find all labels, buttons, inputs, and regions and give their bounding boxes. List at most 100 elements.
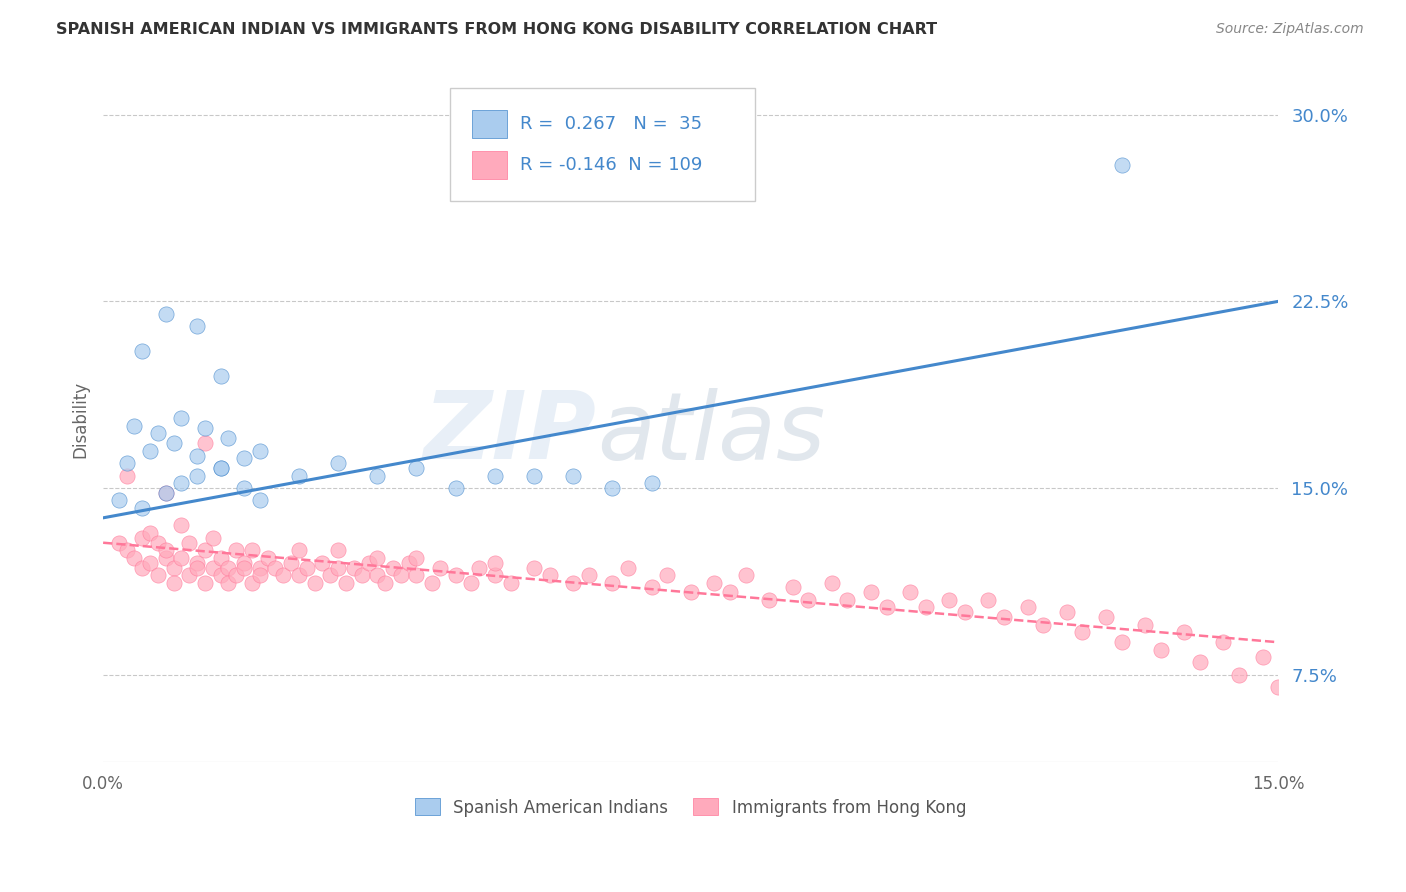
- Point: [837, 593, 859, 607]
- Point: [162, 436, 184, 450]
- Point: [233, 481, 256, 495]
- Point: [993, 610, 1015, 624]
- Point: [179, 535, 201, 549]
- Point: [115, 543, 138, 558]
- Point: [249, 443, 271, 458]
- Point: [1188, 655, 1211, 669]
- Point: [186, 319, 208, 334]
- Point: [366, 550, 388, 565]
- Point: [499, 575, 522, 590]
- Point: [131, 560, 153, 574]
- Point: [389, 568, 412, 582]
- Point: [218, 575, 240, 590]
- Point: [758, 593, 780, 607]
- Point: [131, 500, 153, 515]
- Point: [1227, 667, 1250, 681]
- Point: [523, 468, 546, 483]
- Point: [288, 468, 311, 483]
- Point: [295, 560, 318, 574]
- Point: [366, 568, 388, 582]
- Point: [179, 568, 201, 582]
- Point: [249, 568, 271, 582]
- Point: [233, 451, 256, 466]
- Point: [1173, 625, 1195, 640]
- Point: [131, 531, 153, 545]
- Point: [194, 421, 217, 435]
- Point: [170, 550, 193, 565]
- Point: [718, 585, 741, 599]
- Point: [225, 568, 247, 582]
- Text: Source: ZipAtlas.com: Source: ZipAtlas.com: [1216, 22, 1364, 37]
- Point: [602, 481, 624, 495]
- Point: [256, 550, 278, 565]
- Point: [578, 568, 600, 582]
- Point: [288, 568, 311, 582]
- Point: [953, 606, 976, 620]
- Point: [617, 560, 640, 574]
- Point: [1267, 680, 1289, 694]
- Point: [194, 436, 217, 450]
- Point: [201, 560, 224, 574]
- Point: [1017, 600, 1039, 615]
- Point: [382, 560, 405, 574]
- Point: [249, 493, 271, 508]
- Point: [977, 593, 1000, 607]
- Point: [821, 575, 844, 590]
- Point: [218, 560, 240, 574]
- Point: [562, 575, 585, 590]
- Point: [249, 560, 271, 574]
- Point: [1111, 635, 1133, 649]
- Point: [162, 575, 184, 590]
- Point: [155, 307, 177, 321]
- Point: [734, 568, 756, 582]
- Point: [484, 468, 506, 483]
- Point: [146, 568, 169, 582]
- Point: [523, 560, 546, 574]
- Point: [343, 560, 366, 574]
- Point: [146, 535, 169, 549]
- Point: [538, 568, 561, 582]
- Point: [139, 443, 162, 458]
- Point: [1056, 606, 1078, 620]
- Point: [155, 543, 177, 558]
- Point: [131, 344, 153, 359]
- Point: [859, 585, 882, 599]
- Point: [209, 369, 232, 384]
- Point: [1133, 617, 1156, 632]
- Point: [640, 475, 662, 490]
- Point: [876, 600, 898, 615]
- Point: [240, 575, 263, 590]
- Point: [209, 568, 232, 582]
- Point: [328, 560, 350, 574]
- FancyBboxPatch shape: [472, 152, 508, 178]
- Point: [107, 535, 129, 549]
- Point: [374, 575, 396, 590]
- Point: [155, 486, 177, 500]
- Point: [328, 456, 350, 470]
- Point: [562, 468, 585, 483]
- Point: [280, 556, 302, 570]
- Point: [209, 461, 232, 475]
- Point: [107, 493, 129, 508]
- Point: [1071, 625, 1094, 640]
- Point: [444, 481, 467, 495]
- Point: [319, 568, 342, 582]
- Point: [366, 468, 388, 483]
- Text: atlas: atlas: [596, 388, 825, 479]
- Point: [218, 431, 240, 445]
- Point: [1251, 650, 1274, 665]
- Point: [484, 568, 506, 582]
- Point: [201, 531, 224, 545]
- Point: [115, 456, 138, 470]
- Point: [398, 556, 420, 570]
- Point: [124, 418, 146, 433]
- Point: [170, 411, 193, 425]
- Point: [484, 556, 506, 570]
- Point: [264, 560, 287, 574]
- Point: [359, 556, 381, 570]
- Point: [657, 568, 679, 582]
- Point: [444, 568, 467, 582]
- Point: [1111, 157, 1133, 171]
- Point: [1150, 642, 1173, 657]
- Point: [405, 568, 427, 582]
